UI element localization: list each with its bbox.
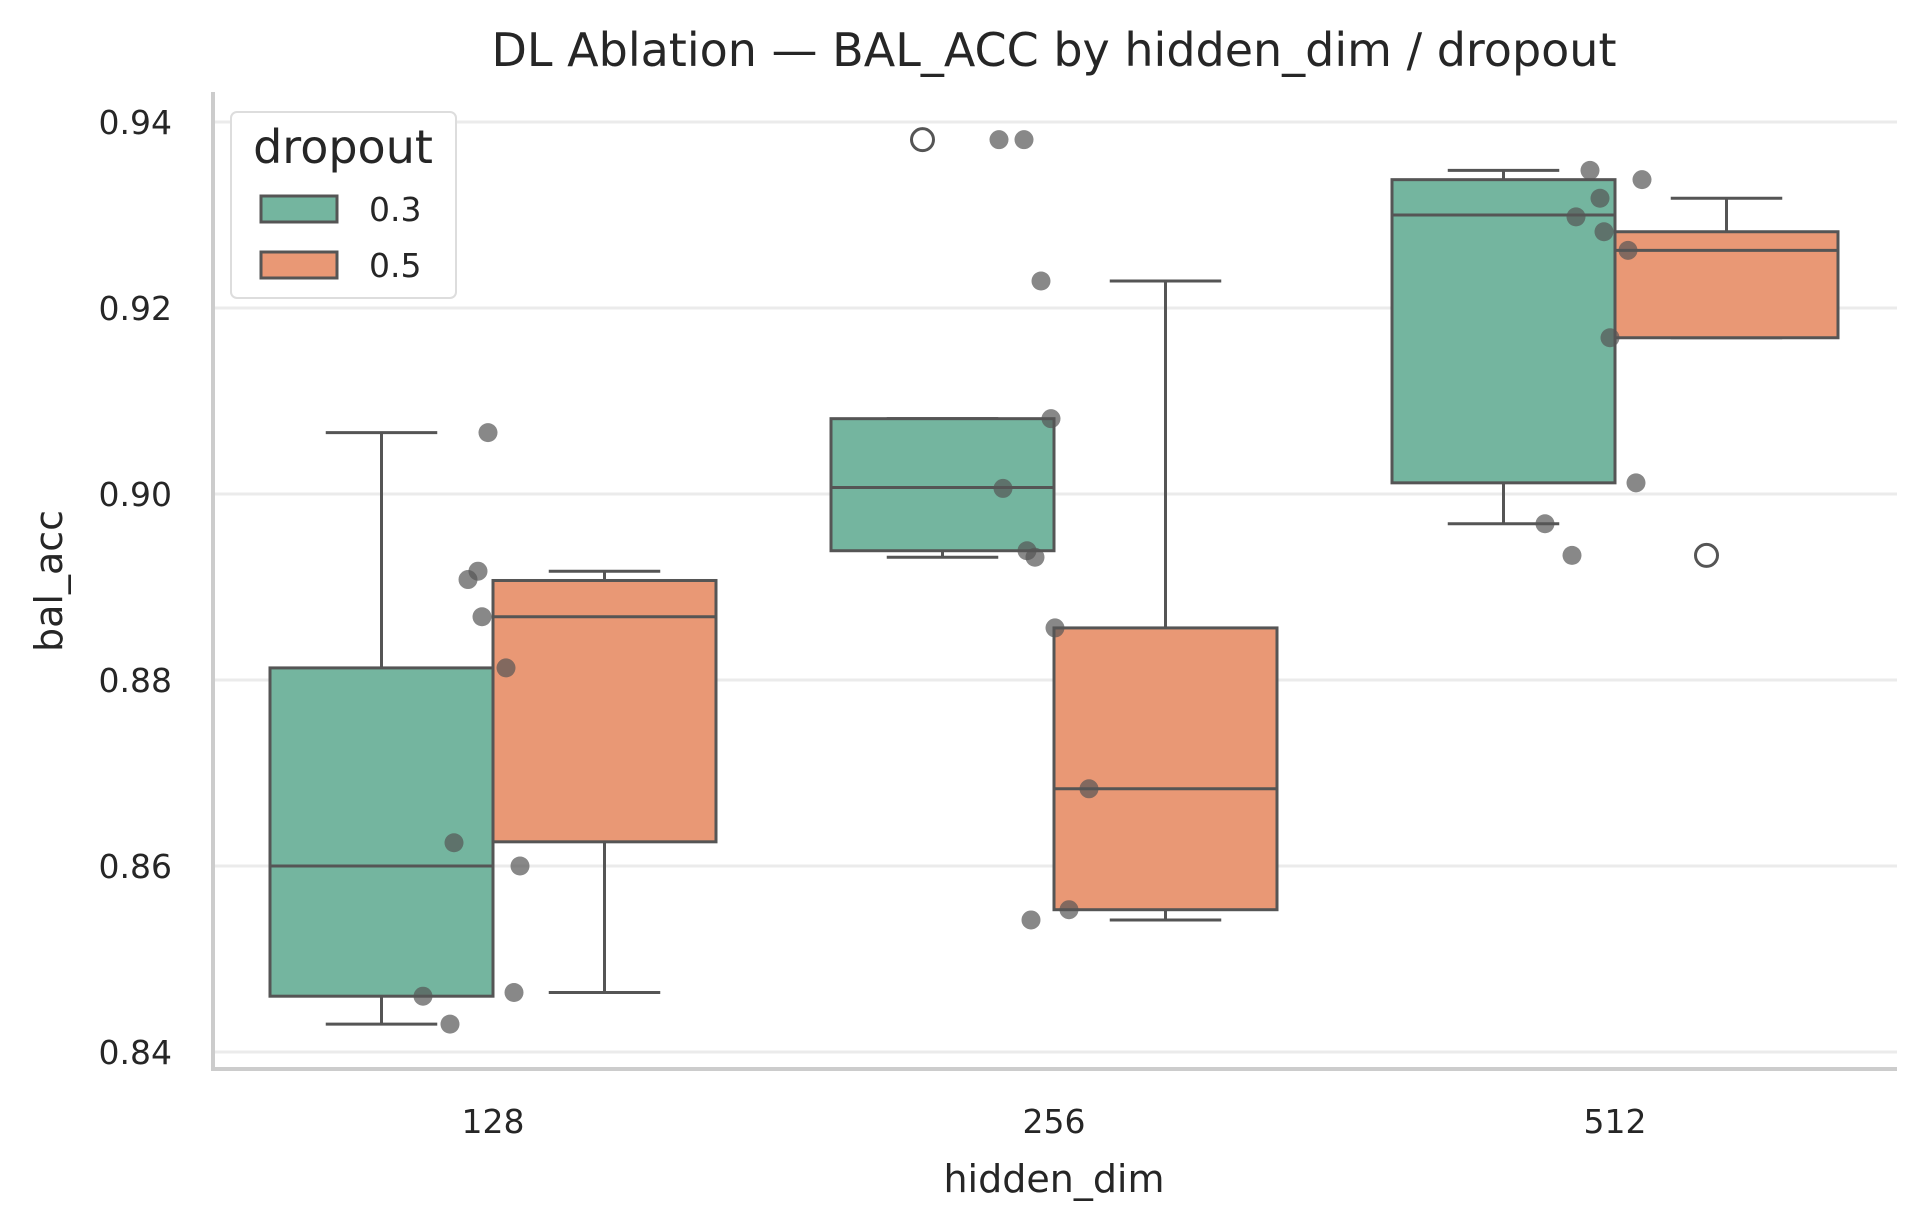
- point-dropout-0-5-hd-128-1: [472, 607, 492, 627]
- point-dropout-0-5-hd-512-1: [1594, 222, 1614, 242]
- x-tick-label-256: 256: [1023, 1102, 1086, 1141]
- point-dropout-0-5-hd-256-0: [1014, 130, 1034, 150]
- point-dropout-0-5-hd-512-3: [1632, 170, 1652, 190]
- x-tick-label-512: 512: [1584, 1102, 1647, 1141]
- point-dropout-0-5-hd-512-0: [1590, 188, 1610, 208]
- x-tick-label-128: 128: [462, 1102, 525, 1141]
- point-dropout-0-3-hd-128-2: [444, 833, 464, 853]
- x-axis-label: hidden_dim: [943, 1157, 1164, 1201]
- point-dropout-0-3-hd-128-3: [478, 423, 498, 443]
- point-dropout-0-5-hd-128-3: [510, 856, 530, 876]
- point-dropout-0-3-hd-256-4: [1025, 547, 1045, 567]
- point-dropout-0-3-hd-256-1: [993, 478, 1013, 498]
- data-points: [413, 130, 1652, 1034]
- y-tick-label-2: 0.88: [99, 661, 172, 700]
- point-dropout-0-3-hd-128-0: [413, 986, 433, 1006]
- box-dropout-0-3-hd-512: [1390, 178, 1617, 485]
- legend-label-0-3: 0.3: [369, 190, 421, 229]
- box-dropout-0-5-hd-512: [1613, 230, 1840, 340]
- box-dropout-0-5-hd-256: [1052, 626, 1279, 912]
- point-dropout-0-5-hd-256-4: [1059, 900, 1079, 920]
- chart-title: DL Ablation — BAL_ACC by hidden_dim / dr…: [492, 23, 1617, 77]
- point-dropout-0-5-hd-128-0: [468, 561, 488, 581]
- box-dropout-0-5-hd-128: [491, 578, 718, 844]
- point-dropout-0-3-hd-512-4: [1580, 160, 1600, 180]
- point-dropout-0-3-hd-512-2: [1566, 207, 1586, 227]
- y-tick-label-0: 0.84: [99, 1033, 172, 1072]
- point-dropout-0-3-hd-256-0: [989, 130, 1009, 150]
- y-tick-labels: 0.84 0.86 0.88 0.90 0.92 0.94: [99, 103, 172, 1072]
- point-dropout-0-5-hd-512-2: [1618, 240, 1638, 260]
- point-dropout-0-3-hd-128-1: [440, 1014, 460, 1034]
- point-dropout-0-5-hd-256-5: [1021, 910, 1041, 930]
- y-tick-label-4: 0.92: [99, 289, 172, 328]
- legend-swatch-0-5: [259, 250, 339, 280]
- legend-label-0-5: 0.5: [369, 246, 421, 285]
- point-dropout-0-3-hd-512-1: [1562, 545, 1582, 565]
- legend: dropout 0.3 0.5: [230, 111, 457, 299]
- box-plots: [268, 127, 1840, 1026]
- outlier-dropout-0-3-hd-256-0: [910, 127, 935, 153]
- point-dropout-0-5-hd-256-1: [1041, 409, 1061, 429]
- outlier-dropout-0-5-hd-512-0: [1694, 542, 1719, 568]
- x-tick-labels: 128 256 512: [462, 1102, 1647, 1141]
- y-axis-label: bal_acc: [27, 510, 71, 652]
- point-dropout-0-5-hd-512-4: [1626, 473, 1646, 493]
- y-tick-label-3: 0.90: [99, 475, 172, 514]
- point-dropout-0-5-hd-128-2: [496, 658, 516, 678]
- point-dropout-0-3-hd-256-3: [1031, 271, 1051, 291]
- y-tick-label-5: 0.94: [99, 103, 172, 142]
- legend-title: dropout: [253, 120, 433, 174]
- box-dropout-0-3-hd-128: [268, 666, 495, 998]
- point-dropout-0-5-hd-256-3: [1079, 779, 1099, 799]
- point-dropout-0-3-hd-512-3: [1600, 328, 1620, 348]
- point-dropout-0-5-hd-256-2: [1045, 618, 1065, 638]
- point-dropout-0-3-hd-512-0: [1535, 514, 1555, 534]
- legend-swatch-0-3: [259, 194, 339, 224]
- y-tick-label-1: 0.86: [99, 847, 172, 886]
- point-dropout-0-5-hd-128-4: [504, 982, 524, 1002]
- box-dropout-0-3-hd-256: [829, 417, 1056, 553]
